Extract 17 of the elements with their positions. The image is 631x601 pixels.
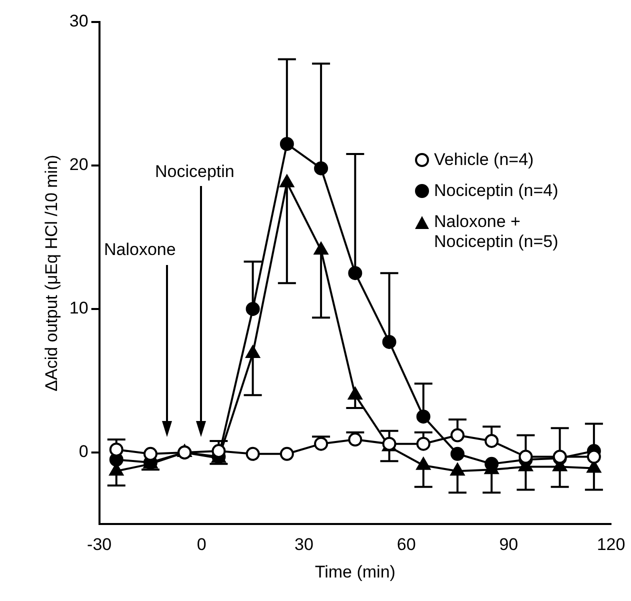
y-axis-title: ΔAcid output (μEq HCl /10 min): [42, 154, 61, 392]
annotation: Naloxone: [104, 240, 176, 260]
x-tick-label: 120: [596, 535, 626, 554]
legend-label: Vehicle (n=4): [434, 150, 535, 170]
y-tick-label: 10: [69, 298, 88, 318]
x-tick-label: 60: [396, 535, 416, 554]
x-tick-label: 90: [499, 535, 518, 554]
x-axis-title: Time (min): [314, 562, 396, 582]
annotation: Nociceptin: [155, 162, 234, 182]
y-tick-label: 20: [69, 155, 88, 174]
y-tick-label: 0: [78, 442, 88, 462]
x-tick-label: 0: [196, 535, 206, 554]
x-tick-label: 30: [294, 535, 314, 554]
x-tick-label: -30: [87, 535, 112, 554]
y-tick-label: 30: [69, 12, 88, 31]
legend-label: Nociceptin (n=4): [434, 181, 560, 201]
legend-label: Naloxone + Nociceptin (n=5): [434, 212, 560, 252]
